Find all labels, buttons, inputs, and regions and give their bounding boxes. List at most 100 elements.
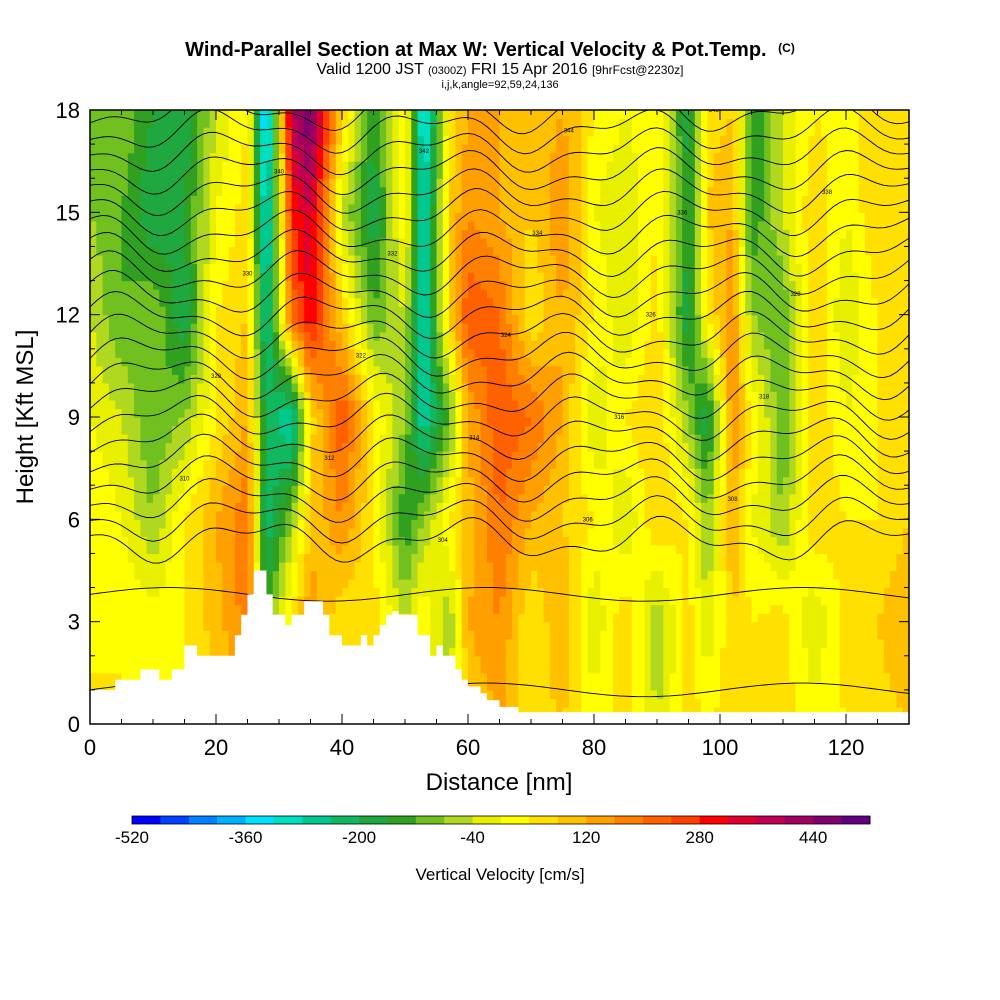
w-cell <box>820 630 828 640</box>
w-cell <box>883 655 891 665</box>
w-cell <box>776 689 784 700</box>
w-cell <box>701 459 708 469</box>
w-cell <box>153 425 160 435</box>
w-cell <box>512 664 519 674</box>
w-cell <box>833 672 841 682</box>
w-cell <box>247 519 255 529</box>
w-cell <box>720 459 727 469</box>
w-cell <box>751 468 759 478</box>
w-cell <box>272 519 280 529</box>
w-cell <box>222 596 230 606</box>
w-cell <box>657 604 664 614</box>
w-cell <box>430 621 438 631</box>
w-cell <box>587 689 595 700</box>
w-cell <box>461 647 469 657</box>
w-cell <box>745 527 753 537</box>
w-cell <box>537 647 545 657</box>
w-cell <box>423 459 431 469</box>
w-cell <box>96 647 104 657</box>
w-cell <box>279 391 286 401</box>
w-cell <box>846 408 853 418</box>
w-cell <box>726 553 734 563</box>
w-cell <box>745 468 753 478</box>
w-cell <box>493 638 501 648</box>
w-cell <box>619 655 627 665</box>
w-cell <box>505 681 513 691</box>
w-cell <box>619 621 627 631</box>
w-cell <box>833 613 841 623</box>
w-cell <box>581 689 589 700</box>
w-cell <box>165 485 173 495</box>
w-cell <box>216 434 223 444</box>
w-cell <box>600 587 608 597</box>
w-cell <box>568 434 576 444</box>
w-cell <box>165 570 173 580</box>
w-cell <box>379 502 387 512</box>
w-cell <box>808 476 816 486</box>
w-cell <box>115 630 123 640</box>
w-cell <box>178 459 186 469</box>
w-cell <box>732 553 740 563</box>
w-cell <box>877 630 885 640</box>
w-cell <box>184 399 192 410</box>
w-cell <box>612 544 620 555</box>
w-cell <box>423 493 431 503</box>
w-cell <box>858 570 866 580</box>
w-cell <box>556 647 564 657</box>
w-cell <box>650 417 658 427</box>
w-cell <box>455 561 463 572</box>
w-cell <box>228 468 236 478</box>
w-cell <box>115 408 123 418</box>
w-cell <box>801 689 809 700</box>
w-cell <box>820 579 828 589</box>
w-cell <box>531 536 538 546</box>
w-cell <box>688 476 696 486</box>
w-cell <box>720 655 727 665</box>
w-cell <box>234 544 242 555</box>
w-cell <box>562 698 570 708</box>
w-cell <box>505 417 513 427</box>
w-cell <box>751 596 759 606</box>
w-cell <box>121 493 129 503</box>
w-cell <box>713 442 721 452</box>
w-cell <box>713 502 721 512</box>
w-cell <box>594 672 601 682</box>
w-cell <box>146 613 154 623</box>
w-cell <box>669 408 677 418</box>
w-cell <box>417 476 425 486</box>
w-cell <box>417 417 425 427</box>
w-cell <box>417 536 425 546</box>
w-cell <box>234 459 242 469</box>
w-cell <box>373 587 381 597</box>
w-cell <box>285 451 293 461</box>
w-cell <box>795 442 803 452</box>
w-cell <box>594 655 601 665</box>
w-cell <box>612 485 620 495</box>
w-cell <box>430 468 438 478</box>
w-cell <box>726 544 734 555</box>
w-cell <box>329 502 337 512</box>
w-cell <box>159 638 167 648</box>
w-cell <box>801 553 809 563</box>
w-cell <box>675 664 683 674</box>
w-cell <box>461 502 469 512</box>
w-cell <box>877 425 885 435</box>
w-cell <box>335 570 343 580</box>
w-cell <box>631 425 639 435</box>
w-cell <box>153 638 160 648</box>
w-cell <box>726 434 734 444</box>
w-cell <box>543 706 551 717</box>
w-cell <box>159 604 167 614</box>
w-cell <box>801 681 809 691</box>
w-cell <box>682 434 690 444</box>
w-cell <box>631 536 639 546</box>
w-cell <box>342 485 349 495</box>
w-cell <box>379 613 387 623</box>
w-cell <box>575 664 582 674</box>
w-cell <box>486 502 494 512</box>
w-cell <box>386 519 393 529</box>
w-cell <box>367 613 375 623</box>
w-cell <box>442 468 450 478</box>
w-cell <box>140 604 148 614</box>
w-cell <box>430 553 438 563</box>
